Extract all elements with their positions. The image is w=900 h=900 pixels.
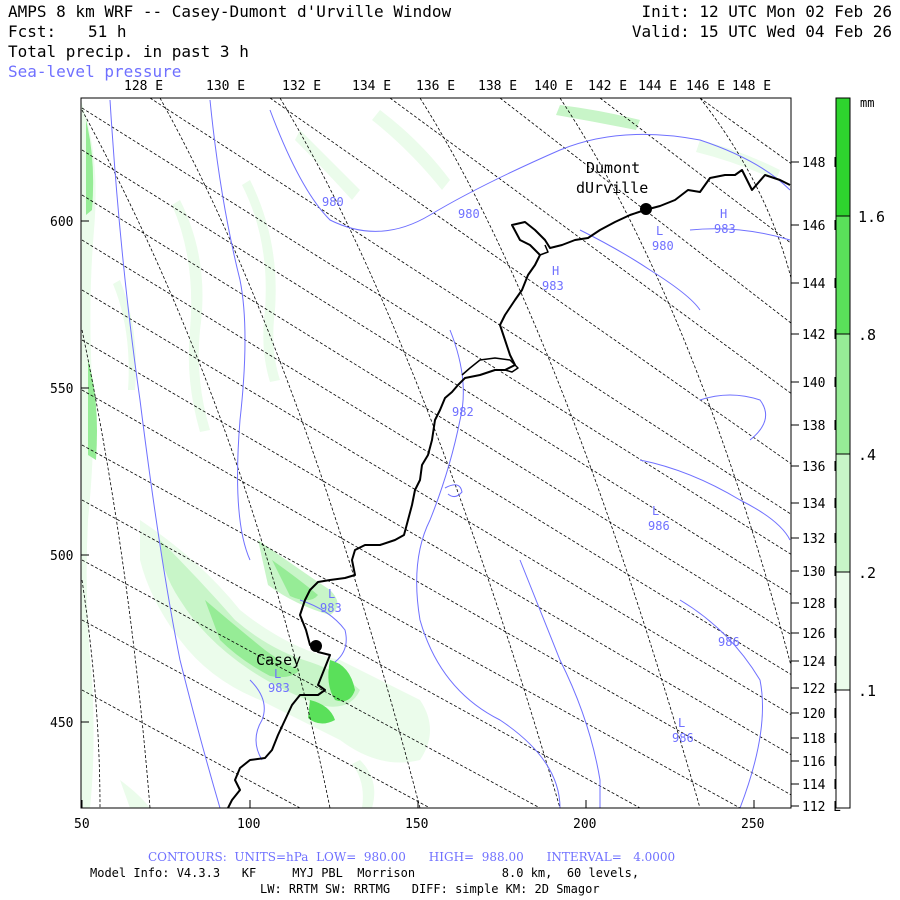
colorbar-tick: 1.6 [858, 208, 885, 226]
top-lon-label: 142 E [588, 79, 627, 94]
colorbar-bin [836, 572, 850, 690]
top-lon-label: 140 E [534, 79, 573, 94]
slp-center: L [328, 587, 335, 601]
right-lon-label: 120 E [802, 707, 841, 722]
slp-center: H [552, 264, 559, 278]
right-lon-label: 148 E [802, 156, 841, 171]
colorbar-tick: .2 [858, 564, 876, 582]
right-lon-label: 126 E [802, 627, 841, 642]
map-title: AMPS 8 km WRF -- Casey-Dumont d'Urville … [8, 2, 452, 21]
colorbar-unit: mm [860, 96, 874, 110]
casey-label: Casey [256, 651, 301, 669]
right-lon-label: 144 E [802, 277, 841, 292]
dumont-durville-marker [640, 203, 652, 215]
overlay-name: Sea-level pressure [8, 62, 182, 81]
right-lon-label: 138 E [802, 419, 841, 434]
forecast-hours: 51 h [88, 22, 127, 41]
top-lon-label: 134 E [352, 79, 391, 94]
slp-label: 980 [458, 207, 480, 221]
valid-time: Valid: 15 UTC Wed 04 Feb 26 [631, 22, 892, 41]
x-tick-label: 50 [74, 817, 90, 832]
field-name: Total precip. in past 3 h [8, 42, 249, 61]
right-lon-label: 118 E [802, 732, 841, 747]
y-tick-label: 500 [50, 549, 73, 564]
right-lon-label: 136 E [802, 460, 841, 475]
right-lon-label: 140 E [802, 376, 841, 391]
slp-label: 982 [452, 405, 474, 419]
durville-label: dUrville [576, 179, 648, 197]
y-tick-label: 550 [50, 382, 73, 397]
physics-info: LW: RRTM SW: RRTMG DIFF: simple KM: 2D S… [260, 882, 600, 896]
colorbar-bin [836, 454, 850, 572]
top-lon-label: 148 E [732, 79, 771, 94]
colorbar-bin [836, 334, 850, 454]
slp-label: 986 [648, 519, 670, 533]
slp-contours [109, 99, 791, 808]
right-lon-label: 116 E [802, 755, 841, 770]
precip-shading [81, 100, 780, 808]
slp-label: 983 [714, 222, 736, 236]
x-tick-label: 200 [573, 817, 596, 832]
coastline [227, 169, 791, 808]
top-lon-label: 130 E [206, 79, 245, 94]
dumont-label: Dumont [586, 159, 640, 177]
y-tick-label: 450 [50, 716, 73, 731]
slp-center: H [720, 207, 727, 221]
right-lon-label: 114 E [802, 778, 841, 793]
slp-label: 983 [268, 681, 290, 695]
top-lon-label: 146 E [686, 79, 725, 94]
init-time: Init: 12 UTC Mon 02 Feb 26 [641, 2, 892, 21]
right-lon-label: 122 E [802, 682, 841, 697]
right-lon-label: 134 E [802, 497, 841, 512]
right-lon-label: 142 E [802, 328, 841, 343]
colorbar-bin [836, 216, 850, 334]
forecast-label: Fcst: [8, 22, 57, 41]
x-tick-label: 100 [237, 817, 260, 832]
casey-marker [310, 640, 322, 652]
slp-label: 983 [542, 279, 564, 293]
graticule [81, 98, 791, 808]
precip-colorbar: mm 1.6 .8 .4 .2 .1 [835, 96, 885, 809]
x-tick-label: 150 [405, 817, 428, 832]
slp-label: 986 [672, 731, 694, 745]
model-info: Model Info: V4.3.3 KF MYJ PBL Morrison 8… [90, 866, 640, 880]
y-tick-label: 600 [50, 215, 73, 230]
x-tick-label: 250 [741, 817, 764, 832]
colorbar-tick: .1 [858, 682, 876, 700]
top-lon-label: 138 E [478, 79, 517, 94]
top-lon-label: 132 E [282, 79, 321, 94]
contour-info: CONTOURS: UNITS=hPa LOW= 980.00 HIGH= 98… [148, 850, 676, 864]
slp-label: 983 [320, 601, 342, 615]
top-lon-label: 128 E [124, 79, 163, 94]
map-frame [80, 97, 792, 809]
right-lon-label: 132 E [802, 532, 841, 547]
slp-label: 986 [718, 635, 740, 649]
right-lon-label: 124 E [802, 655, 841, 670]
colorbar-tick: .4 [858, 446, 876, 464]
slp-center: L [656, 224, 663, 238]
slp-label: 980 [652, 239, 674, 253]
slp-center: L [678, 716, 685, 730]
slp-center: L [652, 504, 659, 518]
right-lon-label: 128 E [802, 597, 841, 612]
right-lon-label: 146 E [802, 219, 841, 234]
colorbar-bin [836, 98, 850, 216]
top-lon-label: 144 E [638, 79, 677, 94]
right-lon-label: 130 E [802, 565, 841, 580]
slp-center: L [274, 667, 281, 681]
slp-label: 980 [322, 195, 344, 209]
right-lon-label: 112 E [802, 800, 841, 815]
top-lon-label: 136 E [416, 79, 455, 94]
colorbar-bin [836, 690, 850, 808]
colorbar-tick: .8 [858, 326, 876, 344]
